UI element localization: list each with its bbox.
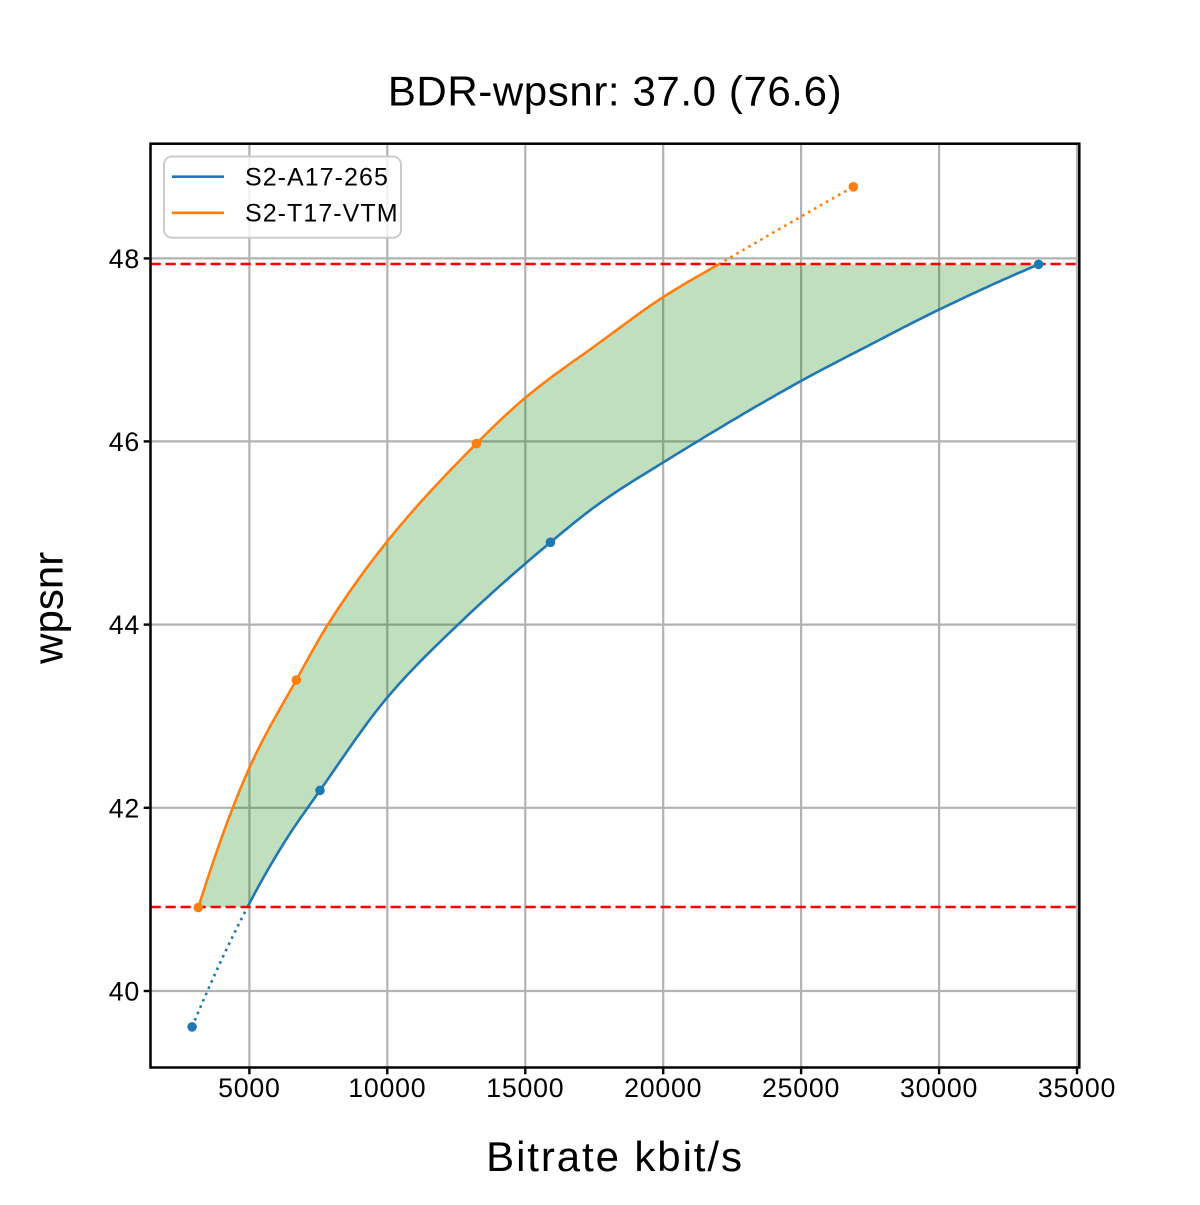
svg-text:25000: 25000: [762, 1073, 840, 1103]
svg-text:44: 44: [109, 610, 140, 640]
svg-text:S2-A17-265: S2-A17-265: [245, 163, 389, 191]
svg-text:30000: 30000: [900, 1073, 978, 1103]
svg-text:42: 42: [109, 793, 140, 823]
svg-text:35000: 35000: [1038, 1073, 1116, 1103]
svg-text:Bitrate kbit/s: Bitrate kbit/s: [486, 1133, 744, 1180]
svg-text:15000: 15000: [486, 1073, 564, 1103]
svg-text:20000: 20000: [624, 1073, 702, 1103]
svg-text:5000: 5000: [218, 1073, 281, 1103]
svg-text:10000: 10000: [348, 1073, 426, 1103]
svg-text:40: 40: [109, 977, 140, 1007]
svg-text:wpsnr: wpsnr: [25, 552, 72, 665]
svg-text:S2-T17-VTM: S2-T17-VTM: [245, 199, 399, 227]
svg-text:BDR-wpsnr: 37.0 (76.6): BDR-wpsnr: 37.0 (76.6): [388, 68, 842, 115]
svg-text:46: 46: [109, 427, 140, 457]
svg-text:48: 48: [109, 244, 140, 274]
